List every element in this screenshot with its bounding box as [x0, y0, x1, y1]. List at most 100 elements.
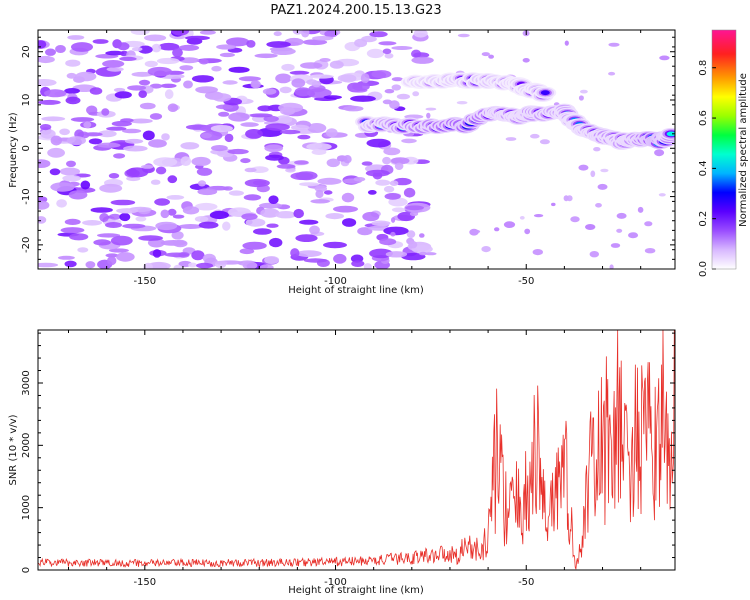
heatmap-noise-cell — [360, 73, 370, 84]
heatmap-noise-cell — [323, 190, 333, 195]
heatmap-noise-cell — [154, 198, 171, 206]
heatmap-noise-cell — [149, 83, 163, 89]
heatmap-noise-cell — [259, 202, 282, 209]
heatmap-noise-cell — [361, 161, 373, 166]
colorbar-gradient — [712, 30, 736, 269]
heatmap-noise-cell — [164, 89, 174, 100]
heatmap-noise-cell — [333, 205, 358, 213]
spectrogram-x-axis-label: Height of straight line (km) — [288, 285, 424, 296]
heatmap-noise-cell — [113, 87, 126, 93]
heatmap-noise-cell — [40, 129, 56, 139]
heatmap-noise-cell — [138, 90, 147, 98]
colorbar-tick-label: 0.8 — [698, 60, 709, 76]
heatmap-noise-cell — [595, 203, 602, 208]
heatmap-noise-cell — [39, 124, 52, 131]
heatmap-noise-cell — [161, 133, 170, 141]
heatmap-noise-cell — [149, 113, 163, 120]
heatmap-noise-cell — [382, 48, 392, 55]
heatmap-noise-cell — [66, 136, 86, 146]
x-tick-label: -50 — [518, 276, 534, 287]
heatmap-noise-cell — [218, 111, 230, 117]
heatmap-noise-cell — [266, 223, 279, 228]
snr-y-axis-label: SNR (10 * v/v) — [8, 414, 19, 485]
heatmap-noise-cell — [488, 54, 494, 59]
heatmap-noise-cell — [382, 156, 392, 165]
heatmap-noise-cell — [275, 211, 297, 219]
heatmap-noise-cell — [405, 205, 424, 211]
heatmap-noise-cell — [302, 39, 328, 46]
heatmap-noise-cell — [357, 227, 373, 236]
heatmap-noise-cell — [406, 230, 416, 239]
heatmap-layer — [38, 30, 675, 269]
heatmap-noise-cell — [303, 258, 328, 263]
heatmap-noise-cell — [116, 208, 139, 214]
heatmap-noise-cell — [610, 243, 621, 248]
heatmap-noise-cell — [333, 253, 347, 264]
heatmap-noise-cell — [141, 164, 154, 169]
snr-y-ticks: 0 1000 2000 3000 — [21, 332, 675, 573]
x-tick-label: -150 — [133, 577, 156, 588]
heatmap-noise-cell — [394, 162, 404, 170]
heatmap-noise-cell — [409, 211, 419, 217]
spectrogram-y-axis-label: Frequency (Hz) — [8, 112, 19, 188]
heatmap-noise-cell — [167, 175, 178, 184]
heatmap-noise-cell — [167, 103, 179, 112]
heatmap-noise-cell — [129, 118, 153, 124]
heatmap-ridge-cell — [666, 131, 675, 137]
heatmap-noise-cell — [268, 195, 279, 204]
heatmap-noise-cell — [57, 255, 75, 260]
heatmap-noise-cell — [319, 58, 331, 62]
heatmap-noise-cell — [164, 252, 190, 258]
heatmap-noise-cell — [50, 135, 62, 146]
heatmap-noise-cell — [297, 134, 311, 140]
heatmap-noise-cell — [47, 147, 65, 158]
heatmap-noise-cell — [312, 36, 334, 41]
heatmap-noise-cell — [276, 164, 296, 169]
heatmap-noise-cell — [578, 95, 584, 101]
x-tick-label: -100 — [324, 276, 347, 287]
heatmap-noise-cell — [191, 250, 205, 261]
heatmap-noise-cell — [522, 58, 530, 63]
heatmap-noise-cell — [83, 121, 92, 129]
heatmap-noise-cell — [59, 128, 70, 136]
heatmap-noise-cell — [385, 251, 408, 258]
heatmap-noise-cell — [116, 252, 135, 262]
heatmap-noise-cell — [107, 256, 117, 266]
heatmap-noise-cell — [251, 80, 261, 89]
heatmap-noise-cell — [127, 85, 147, 91]
heatmap-noise-cell — [178, 44, 200, 51]
heatmap-noise-cell — [309, 74, 334, 79]
heatmap-noise-cell — [226, 37, 250, 47]
heatmap-noise-cell — [125, 138, 144, 144]
heatmap-noise-cell — [306, 88, 332, 99]
heatmap-noise-cell — [80, 180, 91, 190]
heatmap-noise-cell — [246, 40, 256, 48]
y-tick-label: 0 — [21, 567, 32, 573]
y-tick-label: 10 — [21, 94, 32, 107]
heatmap-noise-cell — [253, 228, 272, 235]
heatmap-noise-cell — [362, 211, 380, 222]
heatmap-noise-cell — [269, 237, 283, 248]
heatmap-noise-cell — [354, 38, 368, 48]
heatmap-noise-cell — [110, 235, 133, 246]
heatmap-noise-cell — [593, 147, 601, 152]
heatmap-noise-cell — [384, 89, 395, 94]
colorbar-label: Normalized spectral amplitude — [738, 73, 749, 227]
heatmap-noise-cell — [38, 200, 50, 210]
heatmap-noise-cell — [564, 40, 569, 46]
heatmap-noise-cell — [307, 123, 327, 133]
heatmap-noise-cell — [413, 30, 428, 38]
snr-series-line — [38, 330, 675, 570]
heatmap-noise-cell — [341, 192, 355, 203]
heatmap-noise-cell — [122, 223, 146, 229]
heatmap-noise-cell — [123, 145, 148, 152]
heatmap-noise-cell — [390, 231, 396, 237]
heatmap-noise-cell — [69, 233, 89, 241]
heatmap-noise-cell — [216, 44, 237, 50]
heatmap-noise-cell — [403, 187, 416, 198]
heatmap-noise-cell — [248, 113, 273, 118]
heatmap-noise-cell — [239, 248, 255, 255]
heatmap-noise-cell — [138, 79, 151, 86]
heatmap-noise-cell — [644, 248, 656, 254]
heatmap-noise-cell — [384, 193, 401, 200]
